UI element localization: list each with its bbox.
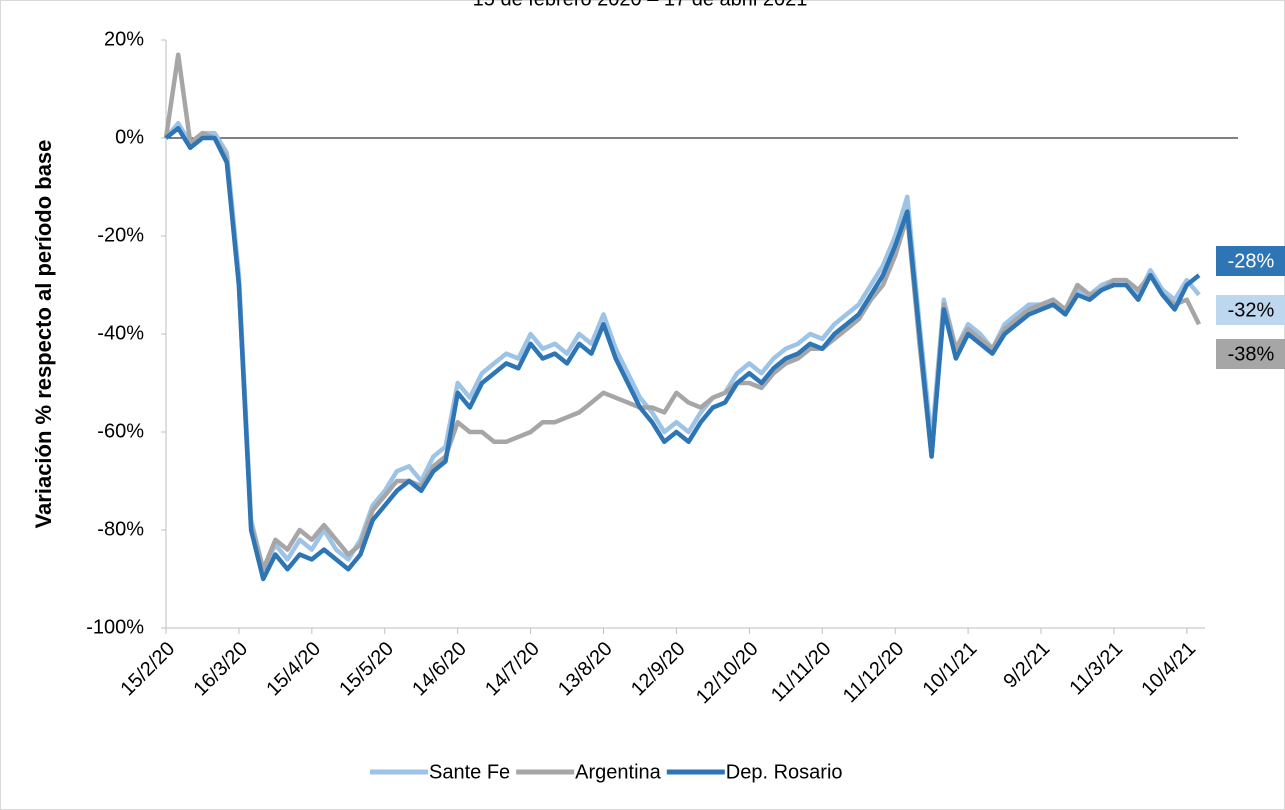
legend: Sante Fe Argentina Dep. Rosario: [370, 761, 843, 783]
end-label-box: [1216, 295, 1285, 325]
legend-label: Dep. Rosario: [726, 761, 843, 783]
y-tick-label: -20%: [97, 224, 144, 246]
end-label: -38%: [1228, 343, 1275, 365]
y-tick-label: -80%: [97, 518, 144, 540]
y-tick-label: -40%: [97, 322, 144, 344]
legend-label: Argentina: [575, 761, 661, 783]
end-label: -28%: [1228, 250, 1275, 272]
legend-label: Sante Fe: [429, 761, 510, 783]
series-line: [164, 125, 1201, 582]
y-tick-label: -100%: [86, 616, 144, 638]
series-line: [164, 121, 1201, 572]
end-label-box: [1216, 339, 1285, 369]
chart-title: 15 de febrero 2020 – 17 de abril 2021: [473, 0, 808, 10]
end-label-box: [1216, 246, 1285, 276]
y-tick-label: 0%: [115, 126, 144, 148]
y-tick-label: 20%: [104, 28, 144, 50]
y-tick-label: -60%: [97, 420, 144, 442]
y-axis-label: Variación % respecto al período base: [31, 140, 56, 529]
series-line: [163, 52, 1202, 572]
end-label: -32%: [1228, 299, 1275, 321]
